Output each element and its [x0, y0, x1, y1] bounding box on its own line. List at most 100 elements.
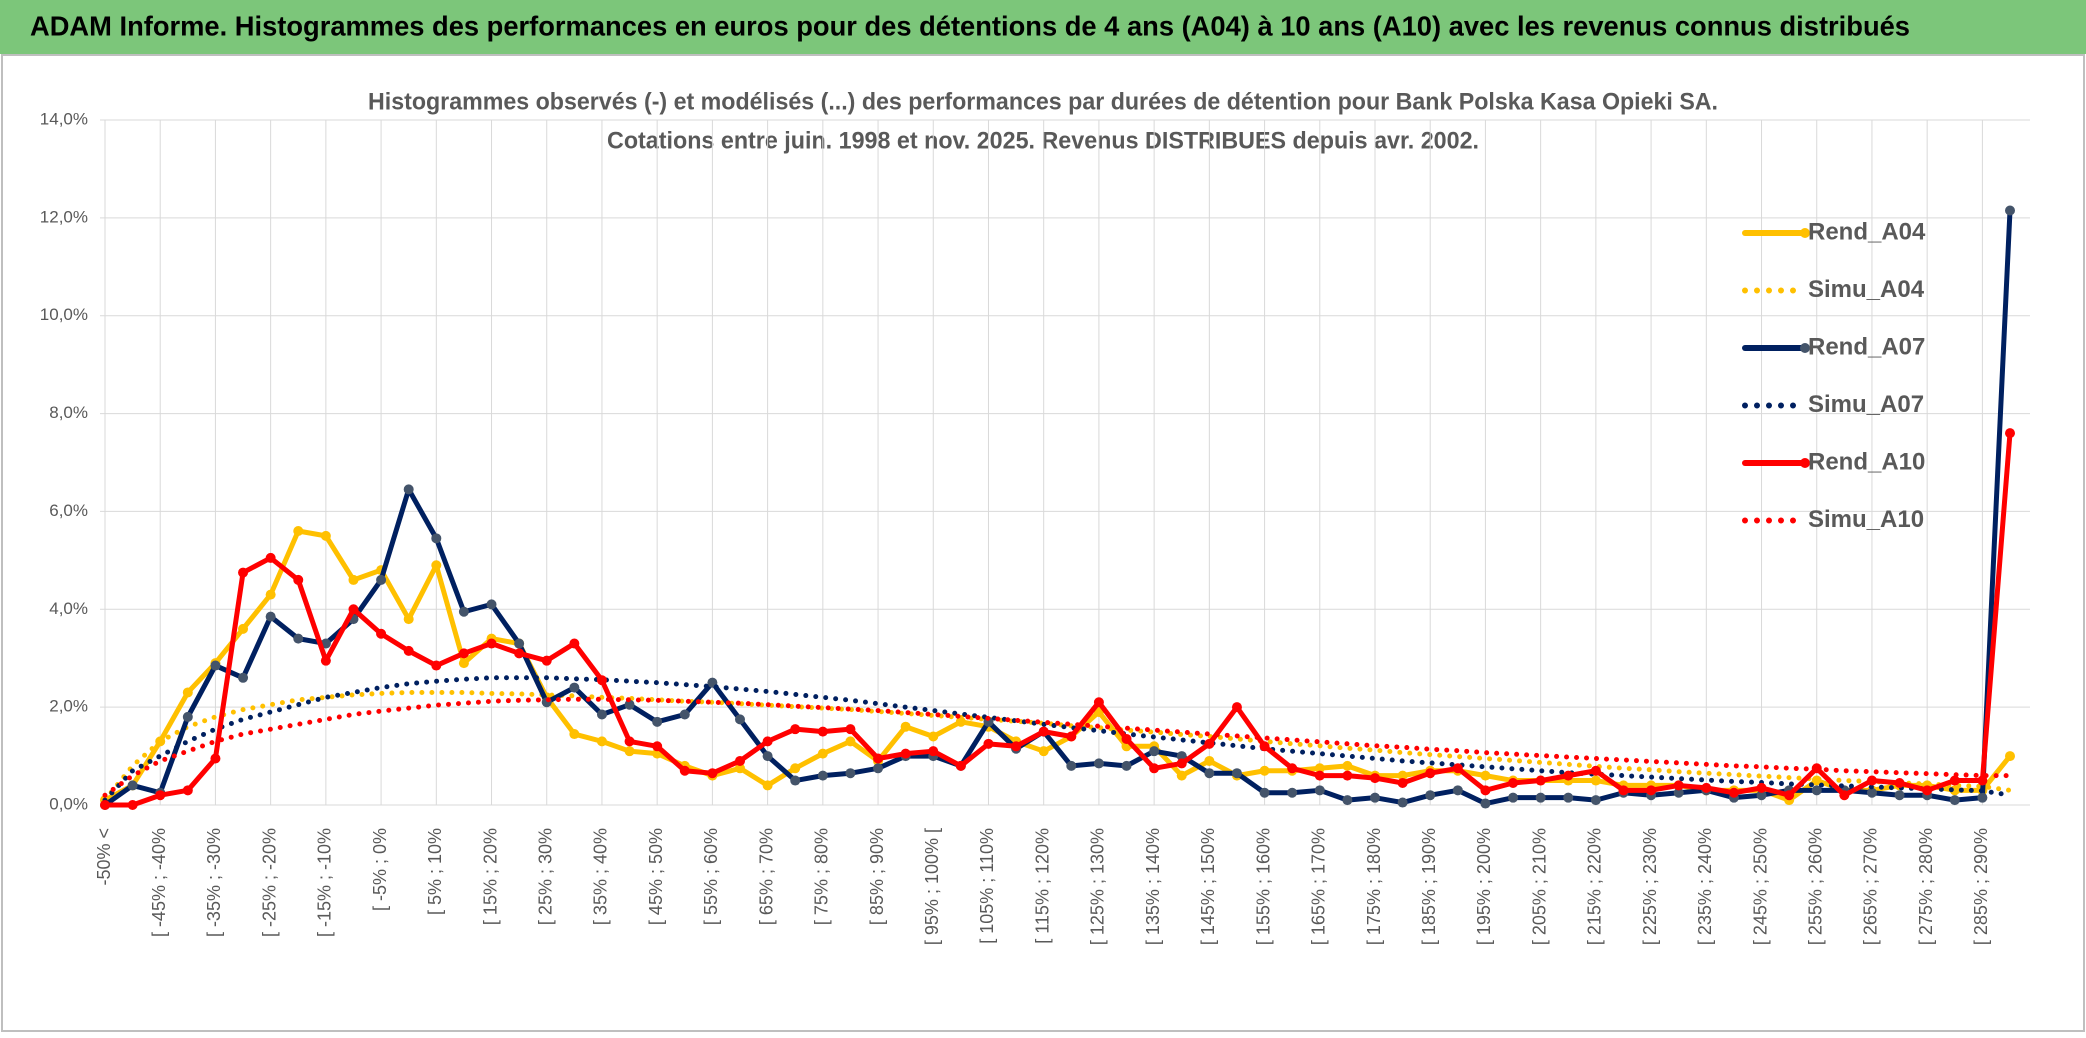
marker	[431, 660, 442, 671]
marker	[1093, 697, 1104, 708]
x-tick-label: [ 175% ; 180%	[1364, 828, 1384, 945]
legend-label: Simu_A04	[1808, 276, 1925, 303]
marker	[486, 599, 497, 610]
marker	[486, 638, 497, 649]
x-tick-label: -50% <	[94, 828, 114, 886]
marker	[1452, 763, 1463, 774]
marker	[596, 675, 607, 686]
x-tick-label: [ 285% ; 290%	[1971, 828, 1991, 945]
marker	[1784, 790, 1795, 801]
legend-label: Rend_A04	[1808, 218, 1926, 245]
y-tick-label: 12,0%	[40, 207, 88, 226]
marker	[707, 768, 718, 779]
marker	[403, 645, 414, 656]
marker	[293, 574, 304, 585]
marker	[431, 533, 442, 544]
marker	[320, 530, 331, 541]
marker	[1011, 741, 1022, 752]
marker	[1811, 785, 1822, 796]
marker	[100, 800, 110, 810]
marker	[431, 560, 442, 571]
marker	[679, 709, 690, 720]
y-tick-label: 10,0%	[40, 305, 88, 324]
marker	[1508, 792, 1519, 803]
marker	[1563, 792, 1574, 803]
marker	[873, 753, 884, 764]
marker	[1646, 785, 1657, 796]
marker	[320, 655, 331, 666]
marker	[624, 736, 635, 747]
marker	[1231, 702, 1242, 713]
marker	[1149, 763, 1160, 774]
marker	[1121, 733, 1132, 744]
grid: -50% < [ -45% ; -40% [ -35% ; -30% [ -25% ;…	[40, 109, 2030, 945]
marker	[1342, 770, 1353, 781]
marker	[1397, 777, 1408, 788]
marker	[127, 780, 138, 791]
marker	[928, 746, 939, 757]
marker	[652, 741, 663, 752]
marker	[1038, 726, 1049, 737]
marker	[845, 768, 856, 779]
marker	[1176, 751, 1187, 762]
marker	[210, 660, 221, 671]
marker	[955, 760, 966, 771]
marker	[1563, 770, 1574, 781]
marker	[376, 574, 387, 585]
legend: Rend_A04 Simu_A04 Rend_A07 Simu_A07 Rend_A10…	[1742, 218, 1926, 533]
marker	[293, 633, 304, 644]
x-tick-label: [ 165% ; 170%	[1309, 828, 1329, 945]
marker	[541, 655, 552, 666]
marker	[265, 589, 276, 600]
marker	[1066, 731, 1077, 742]
marker	[2005, 205, 2015, 216]
marker	[1397, 770, 1408, 781]
data-line	[102, 430, 2013, 808]
marker	[1204, 755, 1215, 766]
x-tick-label: [ 235% ; 240%	[1695, 828, 1715, 945]
marker	[1121, 760, 1132, 771]
marker	[900, 748, 911, 759]
chart-subtitle: Cotations entre juin. 1998 et nov. 2025.…	[607, 127, 1479, 154]
marker	[403, 484, 414, 495]
series-layer	[100, 205, 2015, 810]
marker	[955, 716, 966, 727]
x-tick-label: [ 45% ; 50%	[646, 828, 666, 925]
marker	[1397, 797, 1408, 808]
marker	[1701, 782, 1712, 793]
legend-marker	[1800, 343, 1810, 353]
marker	[1922, 785, 1933, 796]
x-tick-label: [ -5% ; 0%	[370, 828, 390, 911]
legend-label: Rend_A07	[1808, 333, 1925, 360]
y-tick-label: 6,0%	[49, 501, 88, 520]
marker	[1480, 770, 1491, 781]
marker	[735, 763, 745, 774]
y-tick-label: 2,0%	[49, 697, 88, 716]
marker	[1590, 775, 1601, 786]
marker	[1287, 787, 1298, 798]
marker	[735, 755, 745, 766]
x-tick-label: [ 5% ; 10%	[425, 828, 445, 915]
marker	[1204, 738, 1215, 749]
marker	[1508, 777, 1519, 788]
marker	[1894, 777, 1905, 788]
marker	[1480, 798, 1491, 809]
marker	[1590, 795, 1601, 806]
marker	[1673, 780, 1684, 791]
marker	[348, 574, 359, 585]
x-tick-label: [ 255% ; 260%	[1805, 828, 1825, 945]
model-line	[102, 696, 2013, 798]
marker	[1480, 785, 1491, 796]
x-tick-label: [ 245% ; 250%	[1750, 828, 1770, 945]
marker	[624, 699, 635, 710]
chart-title: Histogrammes observés (-) et modélisés (…	[368, 88, 1718, 115]
legend-marker	[1800, 458, 1810, 468]
marker	[1259, 765, 1270, 776]
marker	[155, 790, 166, 801]
marker	[1452, 785, 1463, 796]
x-tick-label: [ -45% ; -40%	[149, 828, 169, 937]
marker	[569, 638, 580, 649]
marker	[1342, 760, 1353, 771]
marker	[514, 648, 525, 659]
